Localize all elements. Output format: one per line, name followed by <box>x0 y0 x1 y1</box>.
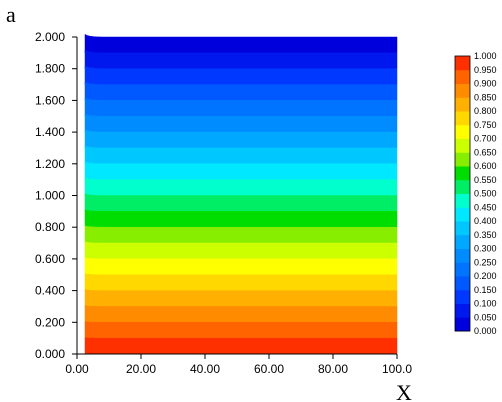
colorbar-tick-label: 0.300 <box>474 244 497 254</box>
contour-band <box>84 337 398 355</box>
x-tick-label: 20.00 <box>126 362 156 376</box>
x-tick-label: 80.00 <box>318 362 348 376</box>
contour-band <box>84 241 398 260</box>
colorbar-tick-label: 0.950 <box>474 65 497 75</box>
y-tick-label: 1.800 <box>35 62 65 76</box>
contour-band <box>84 305 398 323</box>
y-tick-label: 0.400 <box>35 284 65 298</box>
colorbar-tick-label: 0.500 <box>474 189 497 199</box>
colorbar-swatch <box>455 69 470 84</box>
x-tick-label: 40.00 <box>190 362 220 376</box>
x-tick-label: 100.0 <box>382 362 412 376</box>
colorbar-tick-label: 0.100 <box>474 299 497 309</box>
colorbar-tick-label: 0.050 <box>474 312 497 322</box>
colorbar-swatch <box>455 303 470 318</box>
colorbar-swatch <box>455 207 470 222</box>
colorbar: 0.000 0.050 0.100 0.150 0.200 0.250 0.300 0.350… <box>454 51 497 336</box>
y-tick-label: 0.200 <box>35 315 65 329</box>
contour-band <box>84 33 398 54</box>
contour-band <box>84 113 398 133</box>
colorbar-tick-label: 1.000 <box>474 51 497 61</box>
colorbar-frame <box>454 55 471 332</box>
colorbar-swatch <box>455 56 470 71</box>
colorbar-tick-label: 0.850 <box>474 92 497 102</box>
y-axis: 0.000 0.200 0.400 0.600 0.800 1.000 1.200 1.400… <box>35 30 78 361</box>
colorbar-swatch <box>455 179 470 194</box>
colorbar-swatch <box>455 276 470 291</box>
colorbar-swatch <box>455 221 470 236</box>
colorbar-tick-label: 0.600 <box>474 161 497 171</box>
y-tick-label: 1.000 <box>35 189 65 203</box>
plot-area <box>84 33 398 355</box>
contour-band <box>84 161 398 180</box>
colorbar-swatch <box>455 166 470 181</box>
contour-band <box>84 145 398 165</box>
x-tick-label: 60.00 <box>254 362 284 376</box>
colorbar-tick-label: 0.350 <box>474 230 497 240</box>
colorbar-tick-label: 0.250 <box>474 257 497 267</box>
y-tick-label: 1.200 <box>35 157 65 171</box>
colorbar-tick-label: 0.150 <box>474 285 497 295</box>
colorbar-swatch <box>455 111 470 126</box>
x-tick-label: 0.00 <box>65 362 89 376</box>
colorbar-swatch <box>455 138 470 153</box>
colorbar-tick-label: 0.450 <box>474 202 497 212</box>
colorbar-swatch <box>455 289 470 304</box>
colorbar-swatch <box>455 152 470 167</box>
colorbar-tick-label: 0.750 <box>474 120 497 130</box>
contour-band <box>84 289 398 307</box>
colorbar-tick-label: 0.650 <box>474 147 497 157</box>
y-tick-label: 1.400 <box>35 125 65 139</box>
contour-band <box>84 193 398 212</box>
contour-band <box>84 129 398 149</box>
panel-label: a <box>6 2 16 27</box>
contour-band <box>84 225 398 244</box>
colorbar-swatch <box>455 262 470 277</box>
contour-band <box>84 81 398 101</box>
contour-band <box>84 177 398 196</box>
colorbar-swatch <box>455 234 470 249</box>
y-tick-label: 0.600 <box>35 252 65 266</box>
colorbar-swatch <box>455 317 470 332</box>
contour-band <box>84 273 398 291</box>
colorbar-swatch <box>455 193 470 208</box>
colorbar-swatch <box>455 124 470 139</box>
colorbar-tick-label: 0.400 <box>474 216 497 226</box>
colorbar-tick-label: 0.900 <box>474 79 497 89</box>
colorbar-tick-label: 0.700 <box>474 134 497 144</box>
x-axis-label: X <box>396 380 412 402</box>
contour-band <box>84 321 398 339</box>
contour-band <box>84 209 398 228</box>
contour-band <box>84 97 398 117</box>
y-tick-label: 1.600 <box>35 93 65 107</box>
colorbar-tick-label: 0.550 <box>474 175 497 185</box>
y-tick-label: 0.800 <box>35 220 65 234</box>
colorbar-tick-label: 0.000 <box>474 326 497 336</box>
y-tick-label: 0.000 <box>35 347 65 361</box>
colorbar-swatch <box>455 97 470 112</box>
colorbar-tick-label: 0.200 <box>474 271 497 281</box>
colorbar-tick-label: 0.800 <box>474 106 497 116</box>
colorbar-swatch <box>455 83 470 98</box>
x-axis: 0.00 20.00 40.00 60.00 80.00 100.0 <box>65 353 412 376</box>
contour-band <box>84 257 398 275</box>
contour-band <box>84 49 398 69</box>
y-tick-label: 2.000 <box>35 30 65 44</box>
contour-band <box>84 65 398 85</box>
colorbar-swatch <box>455 248 470 263</box>
